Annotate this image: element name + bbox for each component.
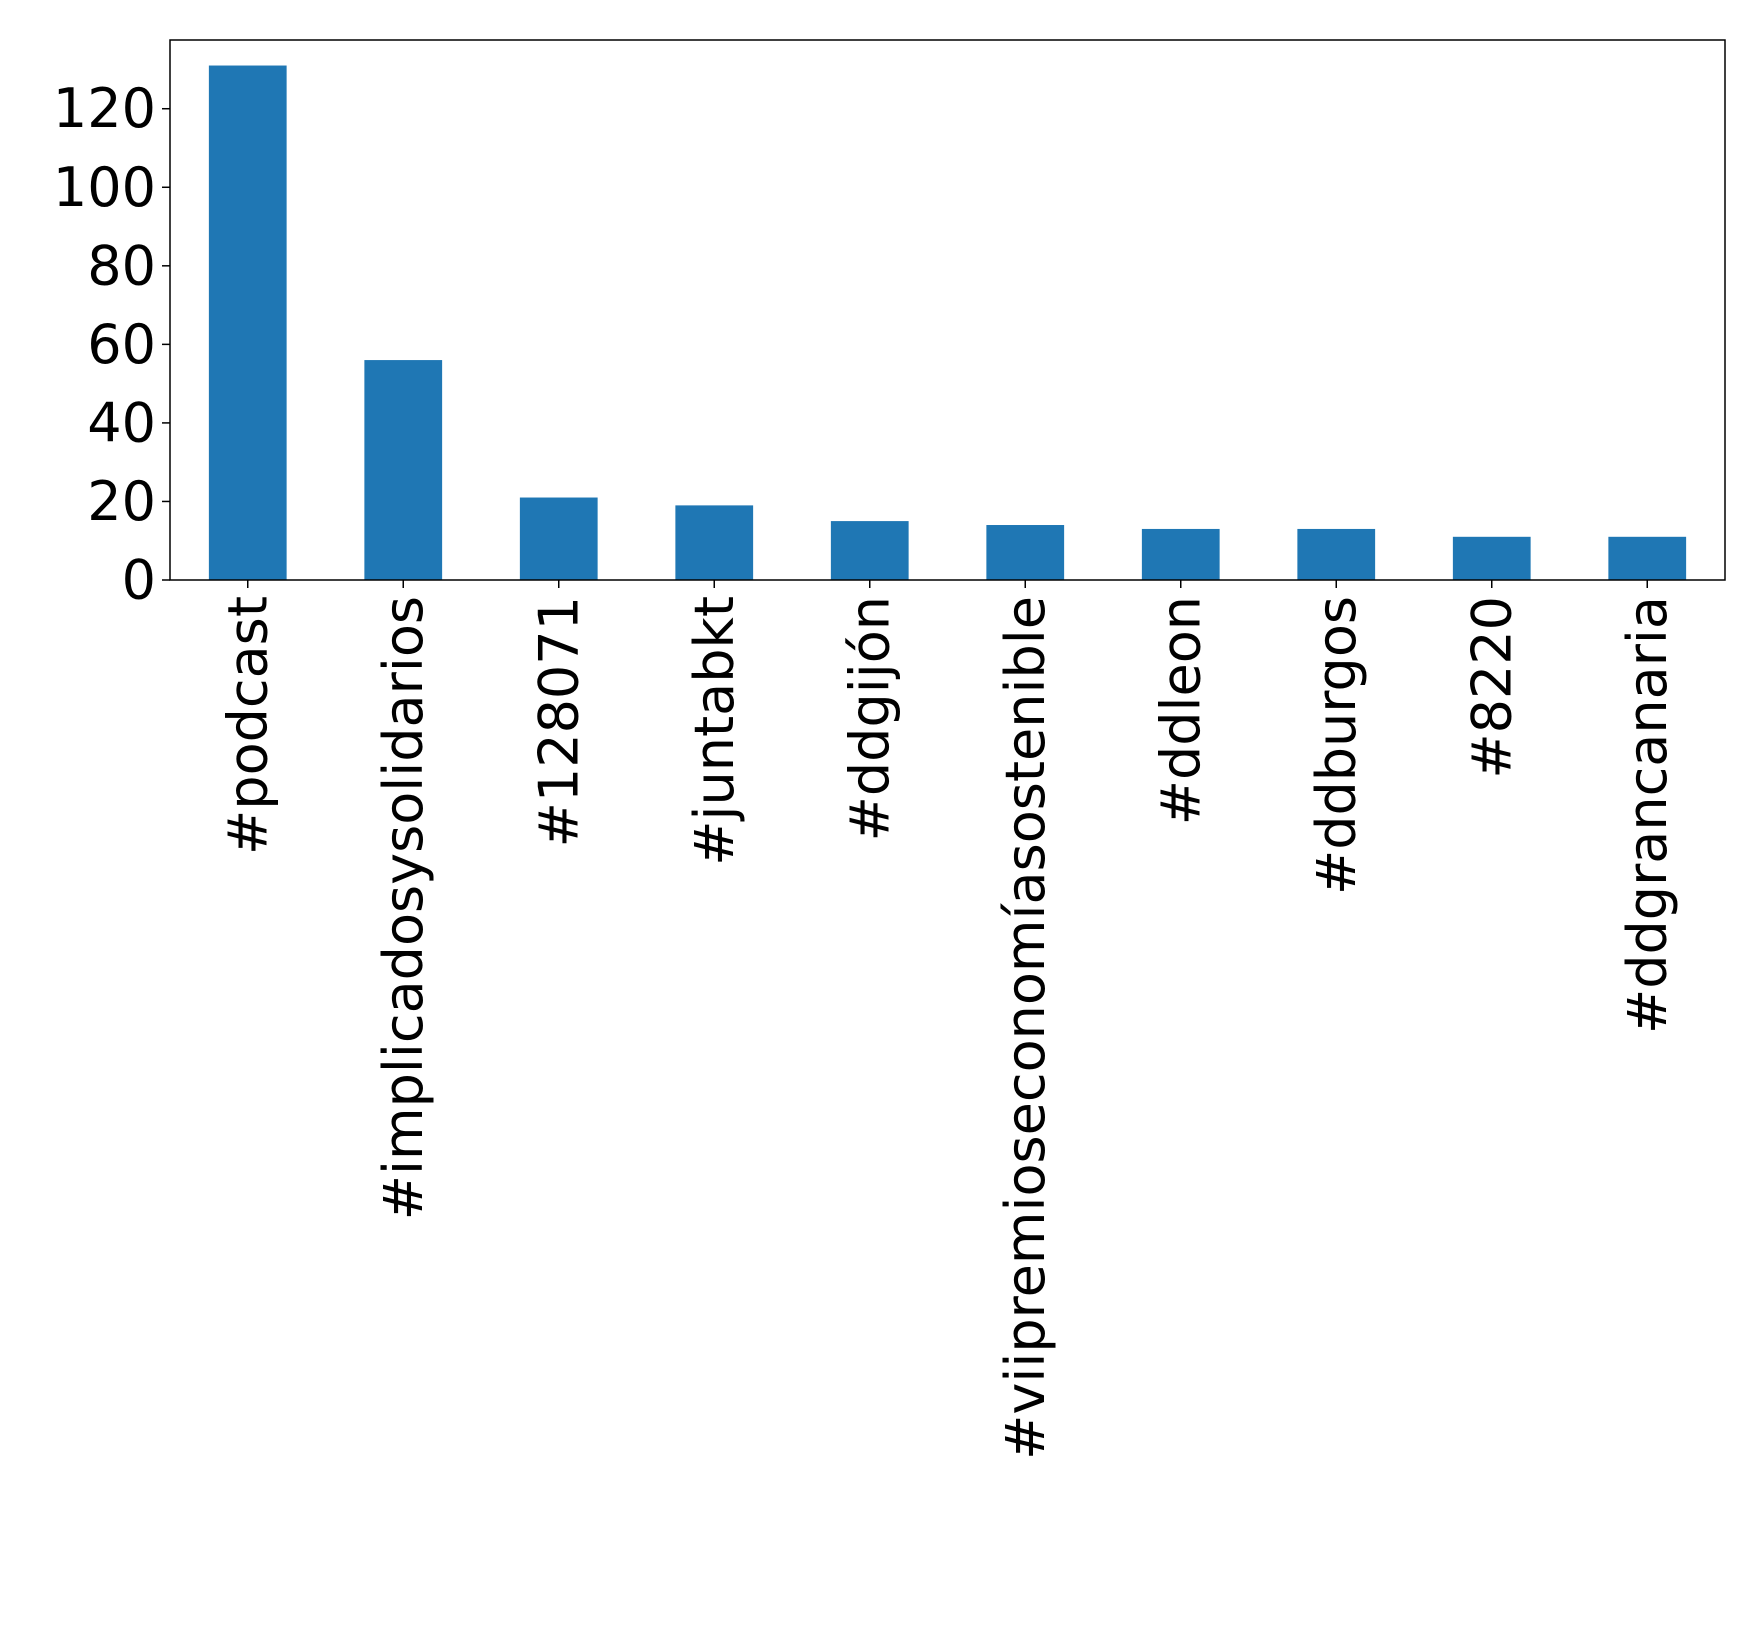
x-axis-ticks: #podcast #implicadosysolidarios #128071 #ju… [216,580,1679,1460]
bar-9 [1452,536,1531,580]
y-tick-label: 120 [53,77,156,140]
x-tick-label: #implicadosysolidarios [372,596,435,1220]
y-tick-label: 60 [87,313,156,376]
x-tick-label: #8220 [1460,596,1523,779]
x-tick-label: #ddburgos [1305,596,1368,895]
bar-4 [675,505,754,580]
bar-8 [1297,528,1376,580]
bars-group [208,65,1687,580]
y-tick-label: 40 [87,391,156,454]
plot-frame [169,39,1726,581]
bar-3 [519,497,598,580]
y-tick-label: 100 [53,156,156,219]
bar-10 [1608,536,1687,580]
x-tick-label: #128071 [527,596,590,847]
y-tick-label: 20 [87,470,156,533]
y-axis-ticks: 0 20 40 60 80 100 120 [53,77,170,612]
bar-1 [208,65,287,580]
x-tick-label: #ddgijón [838,596,901,841]
x-tick-label: #ddleon [1149,596,1212,825]
y-tick-label: 0 [122,549,156,612]
x-tick-label: #viipremioseconomíasostenible [994,596,1057,1460]
x-tick-label: #podcast [216,596,279,855]
y-tick-label: 80 [87,234,156,297]
bar-2 [364,360,443,580]
x-tick-label: #juntabkt [683,596,746,866]
bar-6 [986,525,1065,580]
bar-5 [830,521,909,580]
bar-7 [1141,528,1220,580]
x-tick-label: #ddgrancanaria [1616,596,1679,1034]
